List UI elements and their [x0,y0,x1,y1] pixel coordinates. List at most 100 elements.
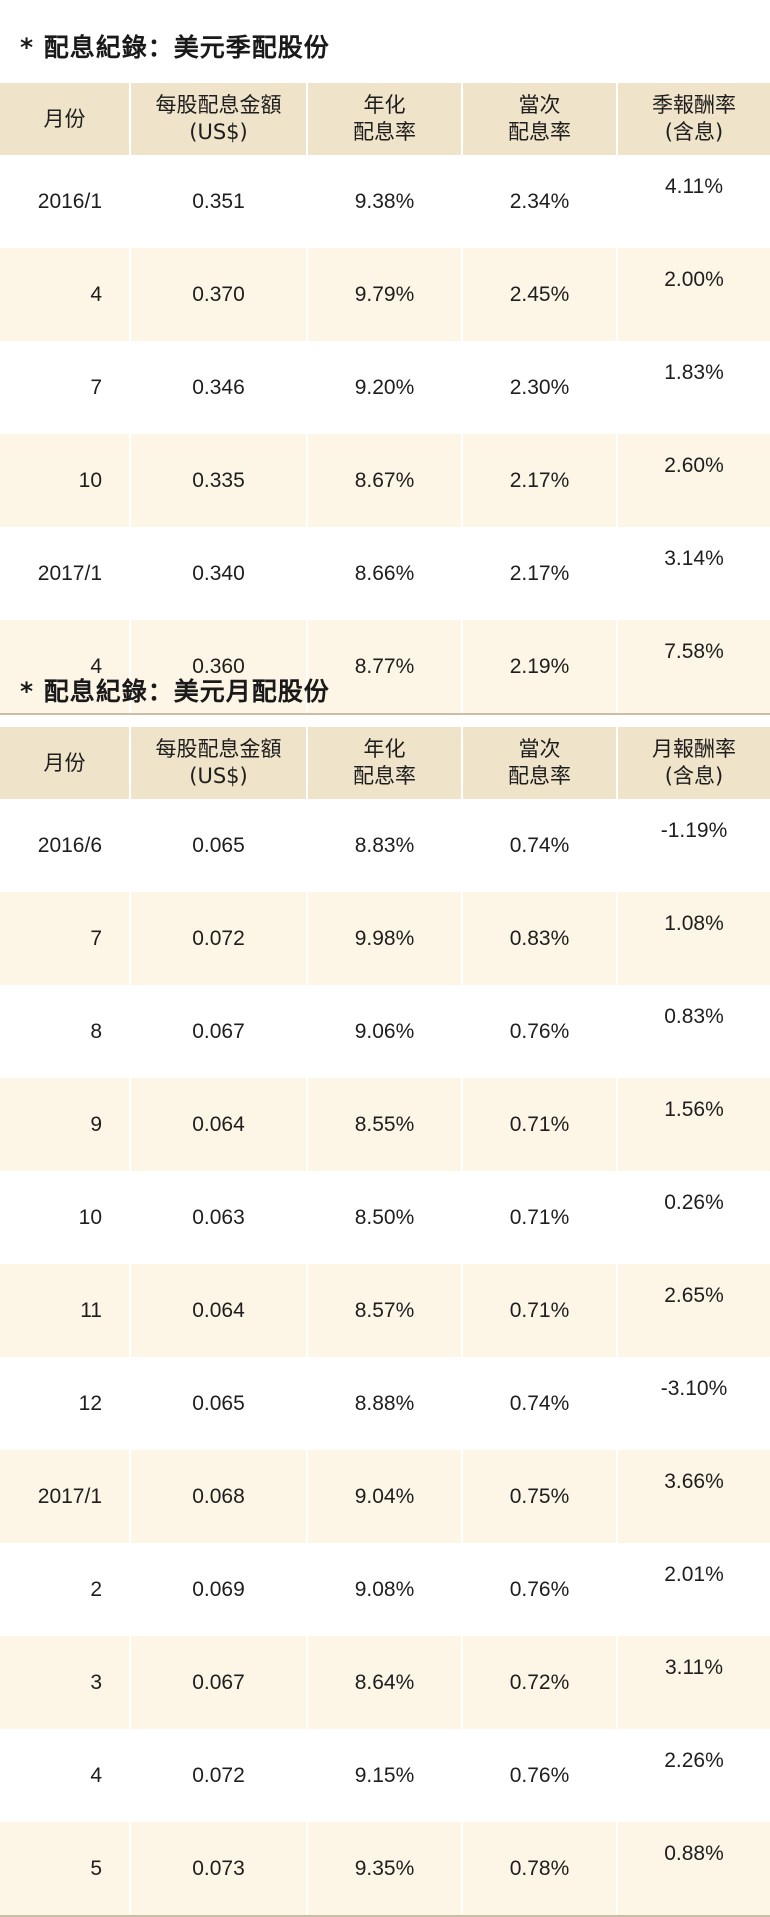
header-each-line1: 當次 [518,93,561,117]
dividend-cell: 0.346 [130,341,308,434]
annual-yield-cell: 8.83% [307,799,463,892]
month-cell: 2017/1 [0,1450,131,1543]
header-return-line2: (含息) [664,764,724,788]
return-cell: 2.01% [617,1543,770,1636]
header-dividend-amount: 每股配息金額 (US$) [130,83,308,155]
header-return: 季報酬率 (含息) [617,83,770,155]
return-cell: -3.10% [617,1357,770,1450]
each-yield-cell: 0.78% [462,1822,618,1917]
table-row: 2 0.069 9.08% 0.76% 2.01% [0,1543,770,1636]
header-each-line2: 配息率 [508,764,571,788]
return-cell: 3.14% [617,527,770,620]
dividend-cell: 0.068 [130,1450,308,1543]
annual-yield-cell: 9.04% [307,1450,463,1543]
each-yield-cell: 0.76% [462,1543,618,1636]
month-cell: 9 [0,1078,131,1171]
table-row: 5 0.073 9.35% 0.78% 0.88% [0,1822,770,1917]
return-cell: 0.26% [617,1171,770,1264]
header-dividend-amount: 每股配息金額 (US$) [130,727,308,799]
header-dividend-line1: 每股配息金額 [155,93,282,117]
table-row: 7 0.346 9.20% 2.30% 1.83% [0,341,770,434]
month-cell: 5 [0,1822,131,1917]
dividend-cell: 0.351 [130,155,308,248]
month-cell: 11 [0,1264,131,1357]
return-cell: 2.65% [617,1264,770,1357]
header-return: 月報酬率 (含息) [617,727,770,799]
return-cell: 1.83% [617,341,770,434]
annual-yield-cell: 9.35% [307,1822,463,1917]
header-annual-line1: 年化 [363,93,406,117]
header-each-yield: 當次 配息率 [462,83,618,155]
table-row: 2016/6 0.065 8.83% 0.74% -1.19% [0,799,770,892]
each-yield-cell: 0.71% [462,1078,618,1171]
header-annual-yield: 年化 配息率 [307,727,463,799]
each-yield-cell: 0.71% [462,1264,618,1357]
dividend-cell: 0.072 [130,1729,308,1822]
dividend-cell: 0.063 [130,1171,308,1264]
table-row: 3 0.067 8.64% 0.72% 3.11% [0,1636,770,1729]
header-month: 月份 [0,83,131,155]
month-cell: 4 [0,1729,131,1822]
annual-yield-cell: 9.08% [307,1543,463,1636]
each-yield-cell: 0.72% [462,1636,618,1729]
return-cell: 7.58% [617,620,770,715]
dividend-cell: 0.360 [130,620,308,715]
annual-yield-cell: 8.88% [307,1357,463,1450]
header-each-line2: 配息率 [508,120,571,144]
quarterly-dividend-table: 月份 每股配息金額 (US$) 年化 配息率 當次 配息率 季報酬率 (含息) 2016… [0,83,770,715]
return-cell: -1.19% [617,799,770,892]
each-yield-cell: 0.74% [462,1357,618,1450]
month-cell: 7 [0,341,131,434]
table-header: 月份 每股配息金額 (US$) 年化 配息率 當次 配息率 月報酬率 (含息) [0,727,770,799]
month-cell: 2017/1 [0,527,131,620]
return-cell: 3.11% [617,1636,770,1729]
dividend-cell: 0.072 [130,892,308,985]
each-yield-cell: 0.74% [462,799,618,892]
annual-yield-cell: 9.15% [307,1729,463,1822]
annual-yield-cell: 8.66% [307,527,463,620]
header-month-label: 月份 [43,750,86,775]
each-yield-cell: 2.17% [462,527,618,620]
each-yield-cell: 2.45% [462,248,618,341]
header-return-line1: 季報酬率 [652,93,736,117]
annual-yield-cell: 8.50% [307,1171,463,1264]
monthly-dividend-table: 月份 每股配息金額 (US$) 年化 配息率 當次 配息率 月報酬率 (含息) 2016… [0,727,770,1917]
each-yield-cell: 2.17% [462,434,618,527]
dividend-cell: 0.064 [130,1078,308,1171]
dividend-cell: 0.069 [130,1543,308,1636]
month-cell: 7 [0,892,131,985]
table-row: 7 0.072 9.98% 0.83% 1.08% [0,892,770,985]
dividend-cell: 0.073 [130,1822,308,1917]
header-each-yield: 當次 配息率 [462,727,618,799]
dividend-cell: 0.335 [130,434,308,527]
return-cell: 0.88% [617,1822,770,1917]
month-cell: 3 [0,1636,131,1729]
return-cell: 1.08% [617,892,770,985]
month-cell: 2016/1 [0,155,131,248]
return-cell: 2.26% [617,1729,770,1822]
each-yield-cell: 0.75% [462,1450,618,1543]
table-row: 4 0.370 9.79% 2.45% 2.00% [0,248,770,341]
annual-yield-cell: 8.67% [307,434,463,527]
header-annual-line1: 年化 [363,737,406,761]
header-return-line2: (含息) [664,120,724,144]
header-dividend-line2: (US$) [189,764,248,788]
table-row: 11 0.064 8.57% 0.71% 2.65% [0,1264,770,1357]
table-row: 8 0.067 9.06% 0.76% 0.83% [0,985,770,1078]
table-body: 2016/6 0.065 8.83% 0.74% -1.19% 7 0.072 9.98% 0.… [0,799,770,1917]
table-row: 2017/1 0.068 9.04% 0.75% 3.66% [0,1450,770,1543]
table-row: 10 0.063 8.50% 0.71% 0.26% [0,1171,770,1264]
dividend-cell: 0.370 [130,248,308,341]
annual-yield-cell: 8.57% [307,1264,463,1357]
annual-yield-cell: 8.55% [307,1078,463,1171]
return-cell: 0.83% [617,985,770,1078]
dividend-cell: 0.064 [130,1264,308,1357]
month-cell: 4 [0,248,131,341]
return-cell: 1.56% [617,1078,770,1171]
each-yield-cell: 0.71% [462,1171,618,1264]
table-row: 9 0.064 8.55% 0.71% 1.56% [0,1078,770,1171]
header-month: 月份 [0,727,131,799]
dividend-cell: 0.065 [130,799,308,892]
table-row: 4 0.072 9.15% 0.76% 2.26% [0,1729,770,1822]
annual-yield-cell: 8.77% [307,620,463,715]
